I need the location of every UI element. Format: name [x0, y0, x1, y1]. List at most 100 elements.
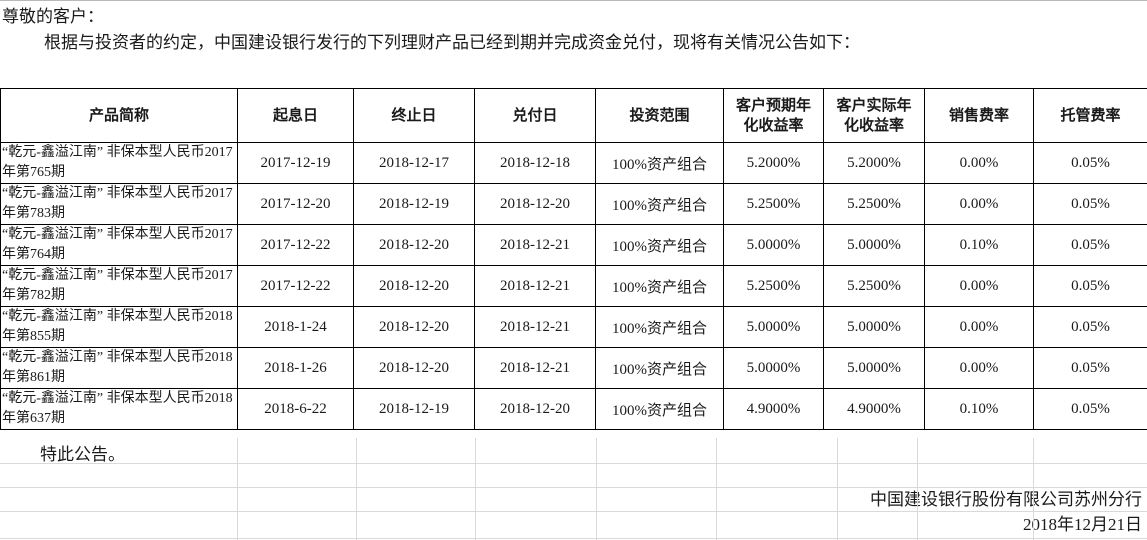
- product-redemption-table: 产品简称 起息日 终止日 兑付日 投资范围 客户预期年 化收益率 客户实际年 化…: [0, 88, 1147, 430]
- cell-investment-scope: 100%资产组合: [595, 142, 724, 184]
- cell-investment-scope: 100%资产组合: [595, 388, 724, 430]
- top-edge-line: [0, 0, 1147, 1]
- col-header-investment-scope: 投资范围: [595, 88, 724, 143]
- cell-custody-fee: 0.05%: [1033, 306, 1147, 348]
- cell-end-date: 2018-12-20: [353, 306, 475, 348]
- table-row: “乾元-鑫溢江南” 非保本型人民币2017年第765期 2017-12-19 2…: [0, 142, 1147, 184]
- cell-expected-yield: 5.0000%: [723, 306, 824, 348]
- cell-actual-yield: 5.0000%: [823, 224, 925, 266]
- background-gridline: [1033, 438, 1034, 540]
- cell-payment-date: 2018-12-21: [474, 265, 596, 307]
- cell-custody-fee: 0.05%: [1033, 142, 1147, 184]
- col-header-payment-date: 兑付日: [474, 88, 596, 143]
- col-header-value-date: 起息日: [237, 88, 354, 143]
- cell-actual-yield: 4.9000%: [823, 388, 925, 430]
- issuer-name: 中国建设银行股份有限公司苏州分行: [870, 490, 1142, 509]
- table-row: “乾元-鑫溢江南” 非保本型人民币2017年第782期 2017-12-22 2…: [0, 265, 1147, 307]
- col-header-expected-yield: 客户预期年 化收益率: [723, 88, 824, 143]
- cell-value-date: 2017-12-22: [237, 224, 354, 266]
- cell-actual-yield: 5.2500%: [823, 183, 925, 225]
- cell-custody-fee: 0.05%: [1033, 388, 1147, 430]
- cell-investment-scope: 100%资产组合: [595, 224, 724, 266]
- cell-actual-yield: 5.2000%: [823, 142, 925, 184]
- cell-product-name: “乾元-鑫溢江南” 非保本型人民币2018年第855期: [0, 306, 238, 348]
- cell-value-date: 2018-6-22: [237, 388, 354, 430]
- cell-custody-fee: 0.05%: [1033, 347, 1147, 389]
- table-header-row: 产品简称 起息日 终止日 兑付日 投资范围 客户预期年 化收益率 客户实际年 化…: [0, 88, 1147, 143]
- cell-product-name: “乾元-鑫溢江南” 非保本型人民币2017年第782期: [0, 265, 238, 307]
- table-row: “乾元-鑫溢江南” 非保本型人民币2017年第764期 2017-12-22 2…: [0, 224, 1147, 266]
- announcement-date: 2018年12月21日: [1023, 515, 1142, 534]
- cell-product-name: “乾元-鑫溢江南” 非保本型人民币2017年第764期: [0, 224, 238, 266]
- background-gridline: [0, 487, 1147, 488]
- background-gridline: [837, 438, 838, 540]
- background-gridline: [237, 438, 238, 540]
- col-header-custody-fee: 托管费率: [1033, 88, 1147, 143]
- signature-block: 中国建设银行股份有限公司苏州分行 2018年12月21日: [870, 487, 1142, 537]
- background-gridline: [716, 438, 717, 540]
- col-header-sales-fee: 销售费率: [924, 88, 1034, 143]
- salutation-text: 尊敬的客户：: [2, 7, 104, 26]
- cell-value-date: 2018-1-26: [237, 347, 354, 389]
- cell-end-date: 2018-12-17: [353, 142, 475, 184]
- background-gridline: [0, 511, 1147, 512]
- cell-end-date: 2018-12-19: [353, 388, 475, 430]
- table-row: “乾元-鑫溢江南” 非保本型人民币2018年第861期 2018-1-26 20…: [0, 347, 1147, 389]
- background-gridline: [0, 538, 1147, 539]
- cell-actual-yield: 5.0000%: [823, 306, 925, 348]
- cell-payment-date: 2018-12-21: [474, 306, 596, 348]
- cell-sales-fee: 0.00%: [924, 347, 1034, 389]
- cell-expected-yield: 4.9000%: [723, 388, 824, 430]
- cell-end-date: 2018-12-20: [353, 265, 475, 307]
- cell-value-date: 2017-12-22: [237, 265, 354, 307]
- cell-expected-yield: 5.2000%: [723, 142, 824, 184]
- cell-investment-scope: 100%资产组合: [595, 306, 724, 348]
- cell-expected-yield: 5.0000%: [723, 347, 824, 389]
- cell-value-date: 2017-12-19: [237, 142, 354, 184]
- table-row: “乾元-鑫溢江南” 非保本型人民币2018年第637期 2018-6-22 20…: [0, 388, 1147, 430]
- cell-sales-fee: 0.00%: [924, 183, 1034, 225]
- cell-product-name: “乾元-鑫溢江南” 非保本型人民币2017年第783期: [0, 183, 238, 225]
- cell-payment-date: 2018-12-20: [474, 183, 596, 225]
- cell-sales-fee: 0.00%: [924, 265, 1034, 307]
- cell-actual-yield: 5.2500%: [823, 265, 925, 307]
- cell-payment-date: 2018-12-18: [474, 142, 596, 184]
- cell-value-date: 2018-1-24: [237, 306, 354, 348]
- background-gridline: [356, 438, 357, 540]
- cell-sales-fee: 0.10%: [924, 224, 1034, 266]
- cell-sales-fee: 0.00%: [924, 142, 1034, 184]
- cell-investment-scope: 100%资产组合: [595, 347, 724, 389]
- background-gridline: [475, 438, 476, 540]
- cell-product-name: “乾元-鑫溢江南” 非保本型人民币2018年第637期: [0, 388, 238, 430]
- cell-custody-fee: 0.05%: [1033, 265, 1147, 307]
- closing-statement: 特此公告。: [40, 445, 125, 464]
- background-gridline: [917, 438, 918, 540]
- table-row: “乾元-鑫溢江南” 非保本型人民币2018年第855期 2018-1-24 20…: [0, 306, 1147, 348]
- cell-sales-fee: 0.10%: [924, 388, 1034, 430]
- cell-actual-yield: 5.0000%: [823, 347, 925, 389]
- cell-expected-yield: 5.0000%: [723, 224, 824, 266]
- cell-expected-yield: 5.2500%: [723, 265, 824, 307]
- cell-payment-date: 2018-12-21: [474, 224, 596, 266]
- cell-custody-fee: 0.05%: [1033, 224, 1147, 266]
- cell-investment-scope: 100%资产组合: [595, 183, 724, 225]
- cell-end-date: 2018-12-19: [353, 183, 475, 225]
- cell-end-date: 2018-12-20: [353, 347, 475, 389]
- cell-payment-date: 2018-12-20: [474, 388, 596, 430]
- cell-product-name: “乾元-鑫溢江南” 非保本型人民币2017年第765期: [0, 142, 238, 184]
- cell-value-date: 2017-12-20: [237, 183, 354, 225]
- announcement-intro: 尊敬的客户： 根据与投资者的约定，中国建设银行发行的下列理财产品已经到期并完成资…: [2, 4, 1142, 56]
- background-gridline: [0, 463, 1147, 464]
- cell-sales-fee: 0.00%: [924, 306, 1034, 348]
- cell-end-date: 2018-12-20: [353, 224, 475, 266]
- cell-product-name: “乾元-鑫溢江南” 非保本型人民币2018年第861期: [0, 347, 238, 389]
- table-row: “乾元-鑫溢江南” 非保本型人民币2017年第783期 2017-12-20 2…: [0, 183, 1147, 225]
- cell-expected-yield: 5.2500%: [723, 183, 824, 225]
- col-header-end-date: 终止日: [353, 88, 475, 143]
- intro-body-text: 根据与投资者的约定，中国建设银行发行的下列理财产品已经到期并完成资金兑付，现将有…: [44, 33, 860, 52]
- cell-investment-scope: 100%资产组合: [595, 265, 724, 307]
- cell-payment-date: 2018-12-21: [474, 347, 596, 389]
- col-header-actual-yield: 客户实际年 化收益率: [823, 88, 925, 143]
- background-gridline: [596, 438, 597, 540]
- cell-custody-fee: 0.05%: [1033, 183, 1147, 225]
